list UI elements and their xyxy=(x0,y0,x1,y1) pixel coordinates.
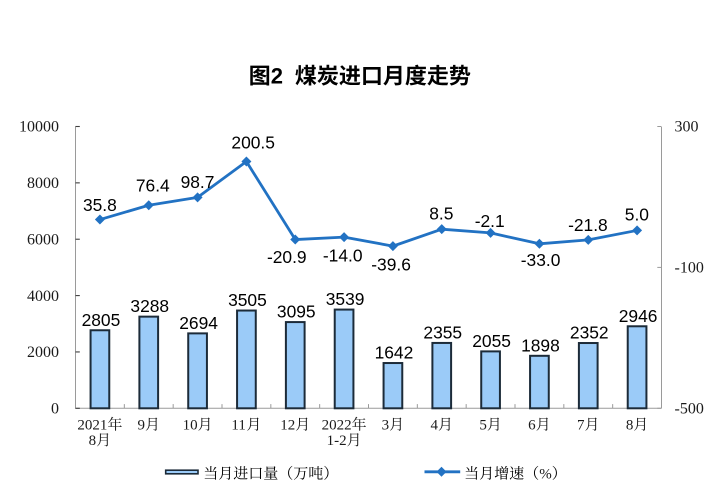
svg-text:5.0: 5.0 xyxy=(625,205,649,225)
svg-text:12: 12 xyxy=(280,418,295,434)
svg-text:10000: 10000 xyxy=(19,119,59,136)
svg-text:3: 3 xyxy=(382,418,390,434)
svg-text:2000: 2000 xyxy=(27,344,59,361)
svg-text:-21.8: -21.8 xyxy=(568,215,608,235)
svg-text:2022: 2022 xyxy=(322,418,352,434)
svg-text:200.5: 200.5 xyxy=(231,133,275,153)
svg-text:2805: 2805 xyxy=(82,310,121,330)
svg-text:11: 11 xyxy=(231,418,245,434)
svg-text:1642: 1642 xyxy=(375,343,414,363)
svg-text:4: 4 xyxy=(431,418,439,434)
svg-text:-33.0: -33.0 xyxy=(521,250,561,270)
svg-text:-39.6: -39.6 xyxy=(371,254,411,274)
svg-text:6: 6 xyxy=(528,418,536,434)
svg-text:2355: 2355 xyxy=(423,322,462,342)
svg-text:8000: 8000 xyxy=(27,175,59,192)
svg-text:2055: 2055 xyxy=(472,331,511,351)
svg-text:8: 8 xyxy=(89,433,97,449)
svg-text:-500: -500 xyxy=(675,401,704,418)
svg-text:4000: 4000 xyxy=(27,288,59,305)
svg-text:76.4: 76.4 xyxy=(136,176,170,196)
svg-text:3505: 3505 xyxy=(228,290,267,310)
svg-text:2946: 2946 xyxy=(619,306,658,326)
svg-text:1-2: 1-2 xyxy=(327,433,347,449)
svg-text:3288: 3288 xyxy=(130,296,169,316)
svg-text:3095: 3095 xyxy=(277,302,316,322)
svg-text:-2.1: -2.1 xyxy=(475,211,505,231)
svg-text:35.8: 35.8 xyxy=(83,195,117,215)
svg-text:7: 7 xyxy=(577,418,585,434)
svg-text:0: 0 xyxy=(51,401,59,418)
svg-text:-100: -100 xyxy=(675,260,704,277)
svg-text:98.7: 98.7 xyxy=(181,172,215,192)
svg-text:-14.0: -14.0 xyxy=(323,245,363,265)
svg-text:5: 5 xyxy=(479,418,487,434)
svg-text:2352: 2352 xyxy=(570,323,609,343)
svg-text:8: 8 xyxy=(626,418,634,434)
svg-text:2694: 2694 xyxy=(179,313,218,333)
svg-text:9: 9 xyxy=(138,418,146,434)
svg-text:-20.9: -20.9 xyxy=(267,247,307,267)
svg-text:6000: 6000 xyxy=(27,231,59,248)
svg-text:3539: 3539 xyxy=(326,289,365,309)
svg-text:1898: 1898 xyxy=(521,335,560,355)
svg-text:10: 10 xyxy=(183,418,198,434)
svg-text:300: 300 xyxy=(675,119,699,136)
svg-text:2021: 2021 xyxy=(77,418,107,434)
svg-text:2: 2 xyxy=(271,64,283,89)
svg-text:8.5: 8.5 xyxy=(429,204,453,224)
svg-text:%: % xyxy=(539,467,552,483)
